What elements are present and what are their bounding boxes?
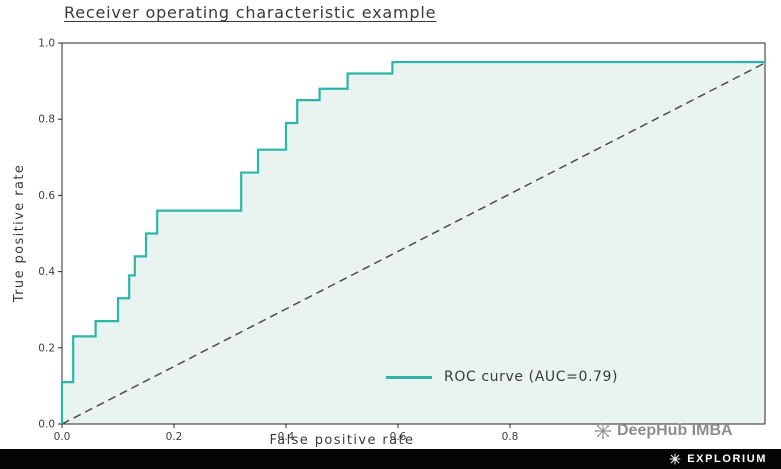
x-tick-label: 0.4	[278, 431, 295, 443]
watermark-text: DeepHub IMBA	[617, 422, 733, 439]
x-tick-label: 0.2	[166, 431, 183, 443]
x-tick-label: 0.8	[502, 431, 519, 443]
chart-title: Receiver operating characteristic exampl…	[64, 3, 437, 22]
y-tick-label: 1.0	[38, 38, 55, 50]
legend-label: ROC curve (AUC=0.79)	[444, 369, 619, 385]
legend-roc-line-sample	[386, 375, 432, 379]
x-axis-label: False positive rate	[269, 433, 415, 448]
footer-brand: EXPLORIUM	[687, 453, 767, 465]
footer-bar: EXPLORIUM	[0, 449, 781, 469]
explorium-logo-icon	[669, 453, 681, 465]
y-tick-label: 0.6	[38, 190, 55, 202]
plot-frame	[61, 42, 766, 425]
chance-diagonal-line	[61, 63, 764, 425]
legend: ROC curve (AUC=0.79)	[386, 369, 618, 385]
deephub-watermark: DeepHub IMBA	[594, 422, 733, 440]
x-tick-label: 0.0	[54, 431, 71, 443]
deephub-logo-icon	[595, 423, 611, 439]
roc-curve-line	[60, 60, 765, 424]
y-tick-label: 0.2	[38, 342, 55, 354]
y-tick-label: 0.8	[38, 114, 55, 126]
y-tick-label: 0.0	[38, 419, 55, 431]
y-axis-label: True positive rate	[12, 163, 27, 303]
roc-chart: 0.0 0.2 0.4 0.6 0.8 0.0 0.2 0.4 0.6 0.8 1.0	[38, 38, 766, 443]
x-tick-label: 0.6	[390, 431, 407, 443]
y-tick-label: 0.4	[38, 266, 55, 278]
